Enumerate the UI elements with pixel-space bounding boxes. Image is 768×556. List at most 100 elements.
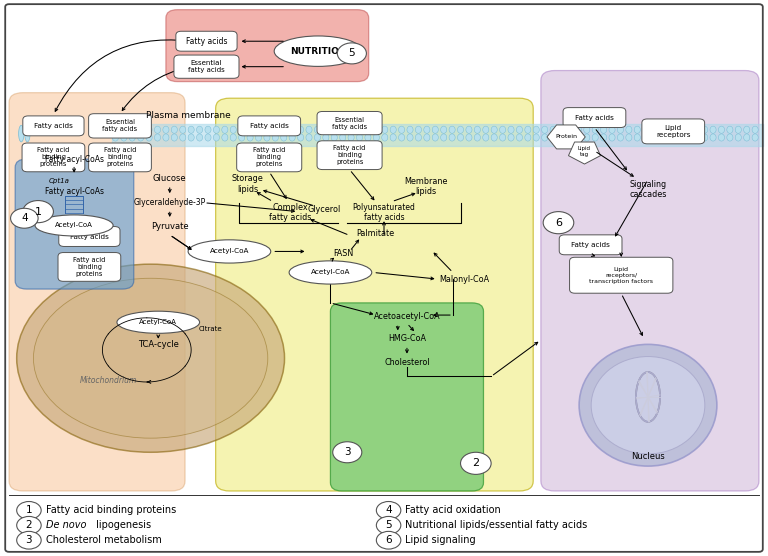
Ellipse shape: [129, 134, 135, 141]
Ellipse shape: [441, 126, 447, 133]
Text: Nutritional lipids/essential fatty acids: Nutritional lipids/essential fatty acids: [406, 520, 588, 530]
FancyBboxPatch shape: [58, 252, 121, 281]
FancyBboxPatch shape: [9, 93, 185, 491]
Ellipse shape: [660, 126, 666, 133]
Text: Lipid
receptors/
transcription factors: Lipid receptors/ transcription factors: [589, 267, 654, 284]
Ellipse shape: [163, 134, 169, 141]
Ellipse shape: [727, 134, 733, 141]
Ellipse shape: [306, 134, 312, 141]
Ellipse shape: [17, 264, 284, 452]
Text: 5: 5: [386, 520, 392, 530]
Ellipse shape: [550, 126, 556, 133]
FancyBboxPatch shape: [176, 31, 237, 51]
Ellipse shape: [643, 134, 649, 141]
Text: 6: 6: [386, 535, 392, 545]
Text: Citrate: Citrate: [199, 326, 223, 332]
Ellipse shape: [685, 134, 691, 141]
FancyBboxPatch shape: [642, 119, 704, 144]
Text: Storage
lipids: Storage lipids: [232, 174, 263, 193]
Ellipse shape: [743, 126, 750, 133]
FancyBboxPatch shape: [237, 143, 302, 172]
Ellipse shape: [197, 126, 203, 133]
FancyBboxPatch shape: [238, 116, 300, 136]
Ellipse shape: [188, 126, 194, 133]
Text: Fatty acids: Fatty acids: [571, 242, 610, 248]
Text: Acetyl-CoA: Acetyl-CoA: [139, 319, 177, 325]
Ellipse shape: [180, 126, 186, 133]
Ellipse shape: [466, 126, 472, 133]
Ellipse shape: [171, 134, 177, 141]
Ellipse shape: [314, 134, 320, 141]
FancyBboxPatch shape: [541, 71, 759, 491]
Circle shape: [23, 201, 54, 222]
FancyBboxPatch shape: [317, 112, 382, 135]
Ellipse shape: [289, 261, 372, 284]
Text: 3: 3: [344, 447, 350, 457]
Ellipse shape: [475, 134, 481, 141]
Ellipse shape: [289, 126, 295, 133]
Text: Fatty acyl-CoAs: Fatty acyl-CoAs: [45, 187, 104, 196]
Ellipse shape: [390, 126, 396, 133]
Ellipse shape: [609, 134, 615, 141]
FancyBboxPatch shape: [15, 159, 134, 289]
Ellipse shape: [137, 126, 144, 133]
Ellipse shape: [701, 134, 707, 141]
Text: Fatty acyl-CoAs: Fatty acyl-CoAs: [45, 155, 104, 163]
Ellipse shape: [508, 134, 514, 141]
Text: 4: 4: [386, 505, 392, 515]
Ellipse shape: [685, 126, 691, 133]
Ellipse shape: [373, 126, 379, 133]
Ellipse shape: [331, 134, 337, 141]
FancyBboxPatch shape: [563, 108, 626, 127]
Ellipse shape: [533, 134, 539, 141]
Text: 6: 6: [555, 218, 562, 227]
Text: Plasma membrane: Plasma membrane: [147, 111, 231, 120]
Ellipse shape: [146, 126, 152, 133]
Ellipse shape: [390, 134, 396, 141]
Text: FASN: FASN: [333, 249, 353, 257]
Ellipse shape: [365, 134, 371, 141]
Ellipse shape: [154, 134, 161, 141]
FancyBboxPatch shape: [570, 257, 673, 293]
Ellipse shape: [668, 126, 674, 133]
Ellipse shape: [264, 126, 270, 133]
Ellipse shape: [247, 126, 253, 133]
Ellipse shape: [584, 134, 590, 141]
Ellipse shape: [407, 134, 413, 141]
Ellipse shape: [591, 356, 705, 454]
Text: 2: 2: [25, 520, 32, 530]
Text: Fatty acids: Fatty acids: [575, 115, 614, 121]
Ellipse shape: [710, 134, 716, 141]
Ellipse shape: [323, 134, 329, 141]
Ellipse shape: [483, 134, 489, 141]
Ellipse shape: [634, 134, 641, 141]
Text: Fatty acids: Fatty acids: [34, 123, 73, 129]
Ellipse shape: [331, 126, 337, 133]
Ellipse shape: [205, 134, 211, 141]
Ellipse shape: [399, 126, 405, 133]
Ellipse shape: [407, 126, 413, 133]
Text: Cpt1a: Cpt1a: [49, 177, 70, 183]
Ellipse shape: [222, 134, 228, 141]
Ellipse shape: [579, 344, 717, 466]
Ellipse shape: [735, 134, 741, 141]
Text: Complex
fatty acids: Complex fatty acids: [270, 203, 312, 222]
Ellipse shape: [163, 126, 169, 133]
Ellipse shape: [466, 134, 472, 141]
Circle shape: [376, 517, 401, 534]
Ellipse shape: [129, 126, 135, 133]
Ellipse shape: [491, 126, 497, 133]
Ellipse shape: [701, 126, 707, 133]
Text: Signaling
cascades: Signaling cascades: [629, 180, 667, 199]
Circle shape: [461, 452, 491, 474]
Ellipse shape: [743, 134, 750, 141]
Circle shape: [543, 212, 574, 234]
Text: Fatty acid
binding
proteins: Fatty acid binding proteins: [37, 147, 70, 167]
Ellipse shape: [239, 134, 245, 141]
FancyBboxPatch shape: [330, 303, 484, 491]
Text: Malonyl-CoA: Malonyl-CoA: [439, 275, 489, 284]
Ellipse shape: [188, 240, 271, 263]
Text: Lipid
receptors: Lipid receptors: [656, 125, 690, 138]
Text: De novo: De novo: [46, 520, 86, 530]
Ellipse shape: [558, 134, 564, 141]
